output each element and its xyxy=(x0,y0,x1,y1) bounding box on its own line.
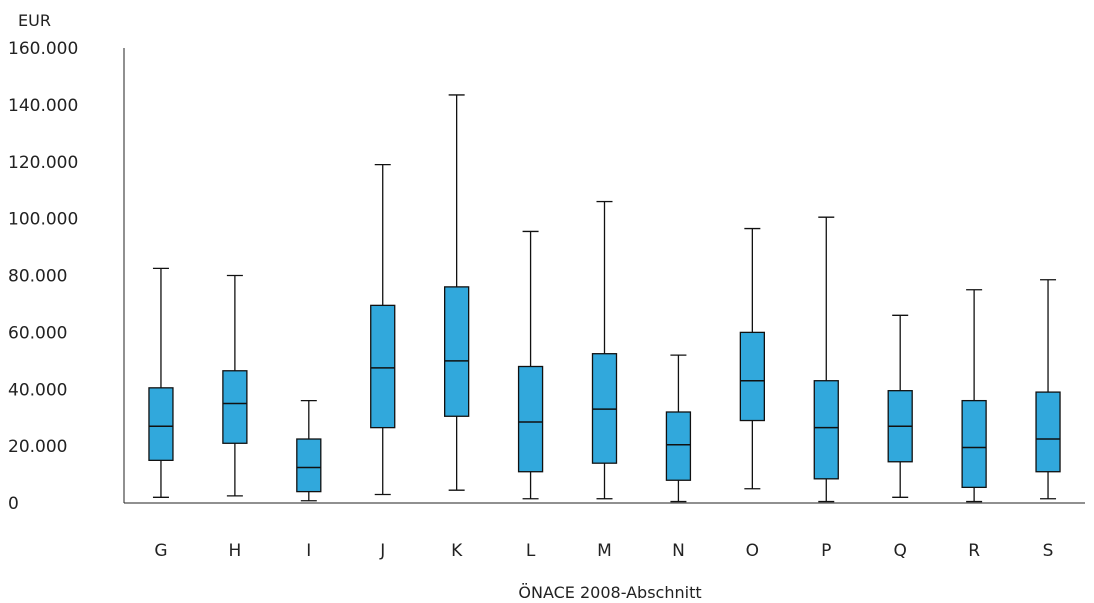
x-category-label: P xyxy=(821,541,831,561)
box-iqr xyxy=(739,331,765,422)
y-tick-label: 80.000 xyxy=(8,267,67,287)
box-r xyxy=(961,289,987,503)
box-s xyxy=(1035,279,1061,500)
box-j xyxy=(370,163,396,496)
box-l xyxy=(517,230,544,500)
x-category-label: G xyxy=(154,541,167,561)
box-h xyxy=(222,274,248,497)
box-iqr xyxy=(961,399,987,489)
box-q xyxy=(887,314,913,498)
box-g xyxy=(148,267,174,498)
box-k xyxy=(444,94,470,491)
box-iqr xyxy=(148,387,174,461)
x-category-label: L xyxy=(526,541,536,561)
x-category-label: N xyxy=(672,541,685,561)
x-category-label: H xyxy=(228,541,241,561)
y-tick-label: 40.000 xyxy=(8,380,67,400)
box-iqr xyxy=(370,304,396,429)
box-i xyxy=(296,399,322,502)
box-iqr xyxy=(222,370,248,444)
x-category-label: J xyxy=(379,541,385,561)
box-iqr xyxy=(444,286,470,417)
x-category-label: O xyxy=(746,541,759,561)
box-iqr xyxy=(665,411,692,481)
box-iqr xyxy=(517,365,544,473)
box-series xyxy=(148,94,1061,503)
box-iqr xyxy=(813,380,839,480)
y-tick-label: 20.000 xyxy=(8,437,67,457)
y-axis-unit-label: EUR xyxy=(18,11,51,30)
y-tick-label: 0 xyxy=(8,494,19,514)
y-tick-label: 160.000 xyxy=(8,39,78,59)
x-category-label: S xyxy=(1043,541,1054,561)
box-iqr xyxy=(1035,391,1061,473)
x-category-label: K xyxy=(451,541,463,561)
x-category-label: Q xyxy=(893,541,906,561)
x-axis-title: ÖNACE 2008-Abschnitt xyxy=(518,583,701,602)
y-tick-label: 100.000 xyxy=(8,210,78,230)
y-tick-label: 140.000 xyxy=(8,96,78,116)
x-axis-categories: G H I J K L M N O P Q R S xyxy=(154,541,1053,561)
x-category-label: M xyxy=(597,541,612,561)
y-tick-label: 60.000 xyxy=(8,323,67,343)
box-o xyxy=(739,227,765,490)
x-category-label: I xyxy=(306,541,311,561)
box-p xyxy=(813,216,839,503)
box-n xyxy=(665,354,692,503)
y-tick-label: 120.000 xyxy=(8,153,78,173)
box-m xyxy=(591,200,618,500)
y-axis-ticks: 0 20.000 40.000 60.000 80.000 100.000 120.000 1… xyxy=(8,39,78,514)
x-category-label: R xyxy=(968,541,980,561)
box-iqr xyxy=(296,438,322,493)
